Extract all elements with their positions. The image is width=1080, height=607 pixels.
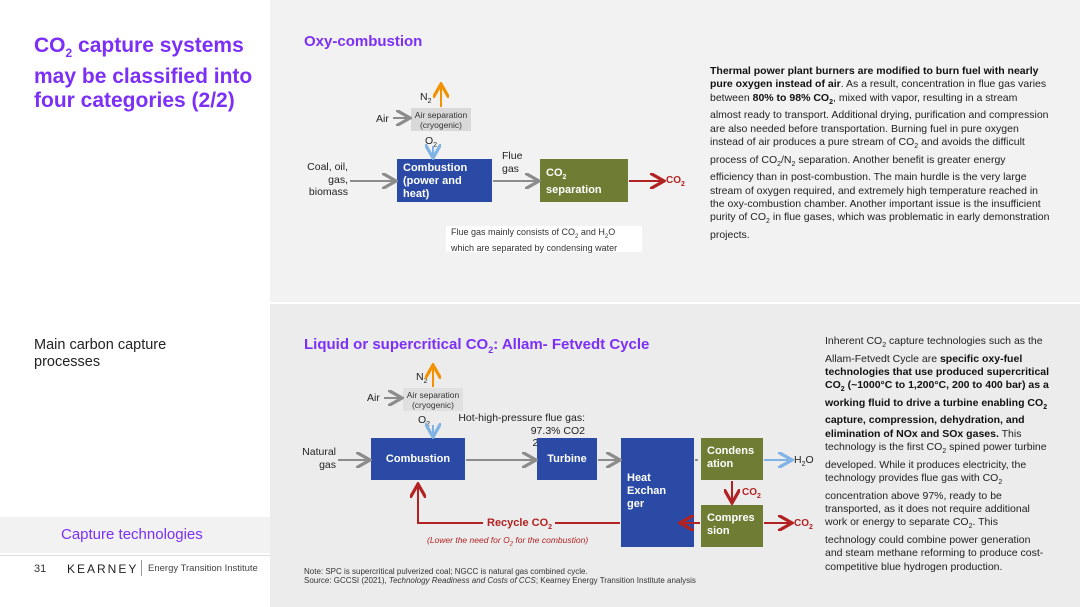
oxy-flue-gas-label: Flue gas	[502, 150, 523, 175]
oxy-co2-output-label: CO2	[666, 175, 685, 188]
oxy-air-separation-box: Air separation (cryogenic)	[411, 108, 471, 131]
allam-combustion-box: Combustion	[371, 438, 465, 480]
footer-divider	[0, 555, 270, 556]
brand-logo: KEARNEY	[67, 562, 139, 576]
oxy-flue-gas-caption: Flue gas mainly consists of CO2 and H2O …	[446, 226, 642, 253]
oxy-fuel-label: Coal, oil, gas, biomass	[307, 161, 348, 198]
oxy-combustion-panel	[270, 0, 1080, 302]
allam-source: Source: GCCSI (2021), Technology Readine…	[304, 576, 696, 585]
allam-co2-mid-label: CO2	[742, 487, 761, 500]
capture-technologies-tab[interactable]	[0, 517, 270, 553]
allam-recycle-label: Recycle CO2	[487, 517, 553, 532]
section-label: Main carbon capture processes	[34, 337, 167, 370]
capture-technologies-label[interactable]: Capture technologies	[61, 526, 203, 543]
oxy-o2-label: O2	[425, 135, 438, 150]
allam-h2o-label: H2O	[794, 454, 814, 469]
oxy-n2-label: N2	[420, 91, 432, 106]
page-number: 31	[34, 563, 47, 575]
allam-heat-exchanger-box: Heat Exchan ger	[621, 438, 694, 547]
allam-note: Note: SPC is supercritical pulverized co…	[304, 567, 588, 576]
institute-name: Energy Transition Institute	[148, 563, 258, 574]
oxy-description: Thermal power plant burners are modified…	[710, 65, 1050, 241]
allam-description: Inherent CO2 capture technologies such a…	[825, 335, 1050, 573]
oxy-co2-separation-box: CO2 separation	[540, 159, 628, 202]
allam-compression-box: Compres sion	[701, 505, 763, 547]
brand-separator	[141, 560, 142, 576]
allam-o2-label: O2	[418, 414, 431, 429]
allam-recycle-note: (Lower the need for O2 for the combustio…	[427, 535, 589, 548]
oxy-title: Oxy-combustion	[304, 33, 423, 50]
allam-turbine-box: Turbine	[537, 438, 597, 480]
allam-fuel-label: Natural gas	[302, 446, 336, 471]
allam-air-label: Air	[367, 392, 380, 404]
oxy-air-label: Air	[376, 113, 389, 125]
allam-air-separation-box: Air separation (cryogenic)	[403, 388, 463, 411]
allam-condensation-box: Condens ation	[701, 438, 763, 480]
oxy-combustion-box: Combustion (power and heat)	[397, 159, 492, 202]
page-title: CO2 capture systems may be classified in…	[34, 34, 253, 113]
allam-co2-output-label: CO2	[794, 518, 813, 531]
allam-title: Liquid or supercritical CO2: Allam- Fetv…	[304, 336, 650, 355]
allam-n2-label: N2	[416, 371, 428, 386]
